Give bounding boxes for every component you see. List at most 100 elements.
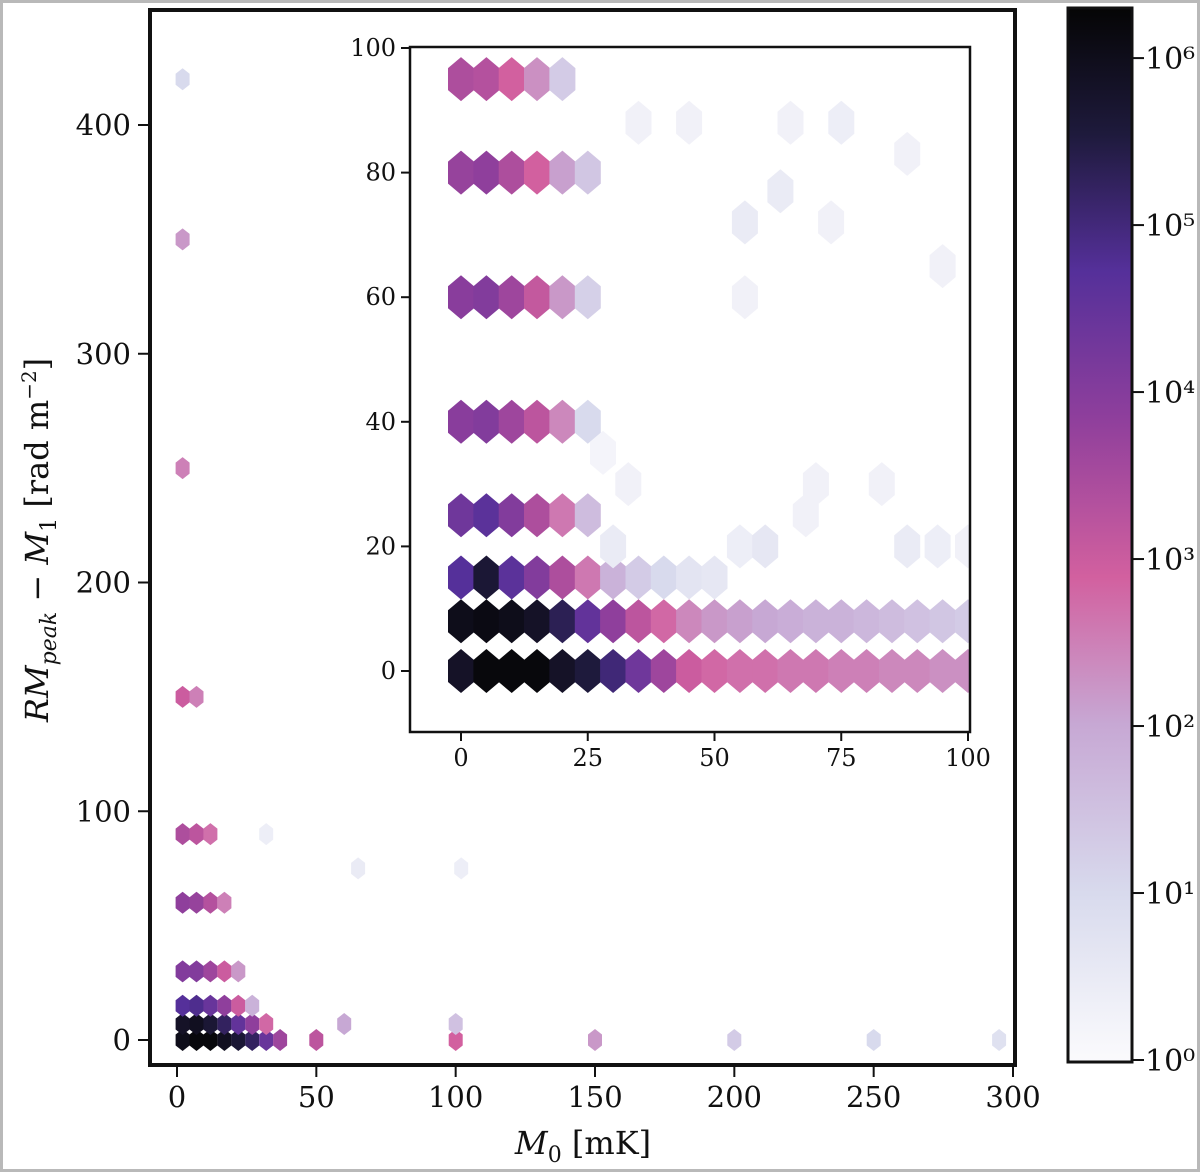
main-hexbin xyxy=(175,891,190,914)
main-hexbin xyxy=(203,1013,218,1035)
inset-hexbin xyxy=(549,599,576,644)
inset-hexbin xyxy=(448,150,474,195)
inset-x-tick-label: 0 xyxy=(453,744,468,772)
main-hexbin xyxy=(351,857,366,880)
inset-hexbin xyxy=(929,244,956,289)
inset-hexbin xyxy=(549,493,576,538)
main-hexbin xyxy=(217,1029,232,1051)
main-hexbin xyxy=(231,960,246,983)
inset-hexbin xyxy=(929,599,956,644)
main-hexbin xyxy=(245,1029,260,1051)
inset-hexbin xyxy=(574,275,601,320)
y-tick-label: 400 xyxy=(76,108,131,142)
main-hexbin xyxy=(175,823,190,846)
main-hexbin xyxy=(175,228,190,251)
inset-hexbin xyxy=(448,493,474,538)
inset-hexbin xyxy=(574,493,601,538)
main-hexbin xyxy=(217,891,232,914)
inset-hexbin xyxy=(448,57,474,102)
colorbar xyxy=(1068,8,1132,1062)
inset-hexbin xyxy=(498,57,525,102)
main-hexbin xyxy=(217,960,232,983)
main-hexbin xyxy=(203,1029,218,1051)
inset-hexbin xyxy=(853,649,880,693)
inset-hexbin xyxy=(955,599,970,644)
inset-hexbin xyxy=(498,150,525,195)
inset-hexbin-layer xyxy=(448,57,970,693)
inset-x-tick-label: 25 xyxy=(572,744,603,772)
main-hexbin xyxy=(588,1029,602,1051)
main-frame xyxy=(148,8,1017,1067)
inset-hexbin xyxy=(473,493,500,538)
colorbar-tick-label: 10¹ xyxy=(1145,877,1195,912)
x-tick-label: 300 xyxy=(985,1080,1040,1114)
inset-hexbin xyxy=(448,599,474,644)
main-hexbin xyxy=(245,994,260,1017)
inset-hexbin xyxy=(777,599,804,644)
y-tick-label: 200 xyxy=(76,566,131,600)
inset-hexbin xyxy=(590,430,616,475)
inset-hexbin xyxy=(879,599,905,644)
inset-x-tick-label: 50 xyxy=(699,744,730,772)
inset-hexbin xyxy=(574,649,601,693)
inset-hexbin xyxy=(731,200,758,245)
inset-hexbin xyxy=(767,169,794,214)
inset-hexbin xyxy=(625,100,652,145)
inset-hexbin xyxy=(777,649,804,693)
main-hexbin xyxy=(189,1013,204,1035)
main-hexbin xyxy=(217,1013,232,1035)
inset-hexbin xyxy=(650,555,677,600)
inset-hexbin xyxy=(731,275,758,320)
inset-hexbin xyxy=(448,399,474,444)
inset-hexbin xyxy=(549,649,576,693)
inset-hexbin xyxy=(701,555,728,600)
inset-hexbin xyxy=(955,649,970,693)
main-hexbin xyxy=(448,1013,463,1035)
main-hexbin xyxy=(231,1029,246,1051)
inset-hexbin xyxy=(600,599,627,644)
inset-hexbin xyxy=(701,649,728,693)
inset-hexbin xyxy=(853,599,880,644)
colorbar-tick-label: 10⁶ xyxy=(1145,42,1195,77)
main-hexbin xyxy=(175,68,190,91)
main-hexbin xyxy=(175,994,190,1017)
inset-x-tick-label: 100 xyxy=(945,744,991,772)
inset-hexbin xyxy=(498,493,525,538)
y-tick-label: 0 xyxy=(113,1023,131,1057)
inset-hexbin xyxy=(792,493,819,538)
colorbar-tick-label: 10³ xyxy=(1145,543,1195,578)
main-hexbin xyxy=(273,1029,288,1051)
inset-hexbin xyxy=(473,399,500,444)
inset-hexbin xyxy=(574,150,601,195)
inset-hexbin xyxy=(549,399,576,444)
inset-hexbin xyxy=(828,100,855,145)
inset-hexbin xyxy=(448,649,474,693)
inset-hexbin xyxy=(574,555,601,600)
inset-hexbin xyxy=(549,150,576,195)
inset-hexbin xyxy=(524,493,550,538)
inset-hexbin xyxy=(498,599,525,644)
main-hexbin xyxy=(454,857,469,880)
colorbar-ticks: 10⁰ 10¹ 10² 10³ 10⁴ 10⁵ 10⁶ xyxy=(1132,42,1195,1079)
inset-hexbin xyxy=(924,524,951,569)
inset-hexbin xyxy=(625,599,652,644)
main-hexbin xyxy=(309,1029,324,1051)
x-tick-label: 50 xyxy=(298,1080,335,1114)
y-tick-label: 300 xyxy=(76,337,131,371)
inset-y-tick-label: 100 xyxy=(350,34,396,62)
inset-hexbin xyxy=(498,399,525,444)
inset-hexbin xyxy=(615,462,642,507)
inset-hexbin xyxy=(726,524,753,569)
inset-hexbin xyxy=(524,275,550,320)
main-hexbin xyxy=(189,960,204,983)
x-tick-label: 250 xyxy=(846,1080,901,1114)
inset-hexbin xyxy=(955,524,970,569)
main-hexbin xyxy=(448,1029,463,1051)
colorbar-frame xyxy=(1066,6,1134,1064)
y-tick-label: 100 xyxy=(76,794,131,828)
inset-hexbin xyxy=(498,555,525,600)
inset-hexbin xyxy=(448,555,474,600)
inset-hexbin xyxy=(802,462,829,507)
main-hexbin xyxy=(189,1029,204,1051)
